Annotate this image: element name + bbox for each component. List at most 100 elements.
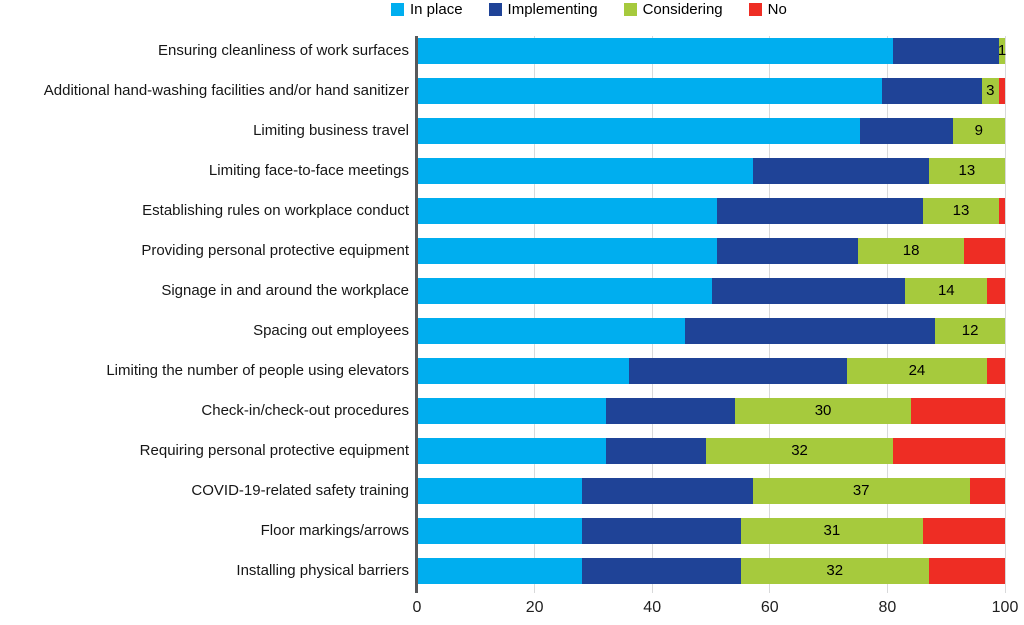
gridline-40 — [651, 36, 653, 593]
chart-row: Floor markings/arrows 31 — [0, 518, 1005, 544]
segment-in-place — [418, 78, 882, 104]
segment-implementing — [582, 558, 741, 584]
segment-considering: 30 — [734, 398, 912, 424]
segment-no — [893, 438, 1006, 464]
gridline-100 — [1004, 36, 1006, 593]
chart-row: Spacing out employees 12 — [0, 318, 1005, 344]
chart-row: Additional hand-washing facilities and/o… — [0, 78, 1006, 104]
stacked-bar: 32 — [418, 438, 1006, 464]
segment-considering: 14 — [905, 278, 988, 304]
segment-no — [922, 518, 1005, 544]
segment-considering: 13 — [928, 158, 1005, 184]
stacked-bar: 1 — [418, 38, 1007, 64]
stacked-bar: 13 — [418, 158, 1005, 184]
segment-in-place — [418, 158, 753, 184]
segment-in-place — [418, 278, 712, 304]
segment-considering: 37 — [752, 478, 970, 504]
stacked-bar: 9 — [418, 118, 1005, 144]
segment-in-place — [418, 38, 894, 64]
segment-in-place — [418, 398, 606, 424]
considering-value-label: 13 — [952, 202, 970, 219]
x-tick-100: 100 — [991, 599, 1019, 616]
segment-implementing — [629, 358, 847, 384]
chart-row: Signage in and around the workplace 14 — [0, 278, 1005, 304]
x-axis-labels: 0 20 40 60 80 100 — [413, 599, 1019, 619]
segment-in-place — [418, 478, 583, 504]
considering-value-label: 30 — [814, 402, 832, 419]
category-label: Additional hand-washing facilities and/o… — [43, 82, 409, 99]
segment-in-place — [418, 358, 630, 384]
segment-no — [987, 358, 1005, 384]
segment-considering: 32 — [740, 558, 929, 584]
segment-no — [999, 198, 1006, 224]
category-label: Ensuring cleanliness of work surfaces — [158, 42, 409, 59]
segment-implementing — [717, 238, 859, 264]
segment-considering: 24 — [846, 358, 988, 384]
gridline-60 — [769, 36, 771, 593]
considering-value-label: 18 — [902, 242, 920, 259]
segment-in-place — [418, 198, 718, 224]
legend-item-implementing: Implementing — [488, 0, 598, 18]
segment-implementing — [893, 38, 1000, 64]
segment-no — [911, 398, 1005, 424]
considering-value-label: 37 — [852, 482, 870, 499]
segment-implementing — [752, 158, 929, 184]
segment-considering: 32 — [705, 438, 894, 464]
gridline-80 — [886, 36, 888, 593]
chart-row: Installing physical barriers 32 — [0, 558, 1005, 584]
legend-label: No — [767, 0, 787, 18]
segment-no — [963, 238, 1005, 264]
segment-considering: 1 — [997, 38, 1007, 64]
stacked-bar: 14 — [418, 278, 1005, 304]
bar-rows: Ensuring cleanliness of work surfaces 1 Ad… — [0, 38, 1007, 584]
segment-in-place — [418, 238, 718, 264]
considering-swatch — [623, 2, 637, 16]
segment-implementing — [605, 398, 735, 424]
category-label: Check-in/check-out procedures — [201, 402, 409, 419]
segment-implementing — [859, 118, 953, 144]
chart-row: COVID-19-related safety training 37 — [0, 478, 1005, 504]
category-label: Installing physical barriers — [236, 562, 409, 579]
category-label: Requiring personal protective equipment — [139, 442, 409, 459]
segment-implementing — [582, 518, 741, 544]
segment-implementing — [605, 438, 706, 464]
segment-no — [999, 78, 1006, 104]
chart-row: Limiting face-to-face meetings 13 — [0, 158, 1005, 184]
legend: In place Implementing Considering No — [391, 0, 787, 18]
stacked-bar: 32 — [418, 558, 1005, 584]
stacked-bar: 13 — [418, 198, 1006, 224]
x-tick-0: 0 — [412, 599, 422, 616]
legend-item-considering: Considering — [623, 0, 723, 18]
legend-item-no: No — [748, 0, 787, 18]
x-tick-20: 20 — [525, 599, 544, 616]
category-label: Limiting face-to-face meetings — [208, 162, 409, 179]
considering-value-label: 13 — [958, 162, 976, 179]
gridline-20 — [534, 36, 536, 593]
considering-value-label: 1 — [997, 42, 1007, 59]
stacked-bar: 18 — [418, 238, 1005, 264]
category-label: Establishing rules on workplace conduct — [142, 202, 409, 219]
legend-label: Considering — [642, 0, 723, 18]
category-label: Limiting business travel — [253, 122, 409, 139]
considering-value-label: 14 — [937, 282, 955, 299]
segment-considering: 31 — [740, 518, 923, 544]
implementing-swatch — [488, 2, 502, 16]
chart-row: Requiring personal protective equipment 3… — [0, 438, 1006, 464]
segment-in-place — [418, 118, 860, 144]
legend-label: Implementing — [507, 0, 598, 18]
considering-value-label: 32 — [826, 562, 844, 579]
segment-implementing — [717, 198, 923, 224]
chart-row: Limiting business travel 9 — [0, 118, 1005, 144]
x-tick-60: 60 — [760, 599, 779, 616]
considering-value-label: 24 — [908, 362, 926, 379]
category-label: Floor markings/arrows — [260, 522, 409, 539]
stacked-bar: 3 — [418, 78, 1006, 104]
considering-value-label: 12 — [961, 322, 979, 339]
category-label: Spacing out employees — [253, 322, 409, 339]
segment-considering: 9 — [952, 118, 1005, 144]
chart-row: Establishing rules on workplace conduct 1… — [0, 198, 1006, 224]
stacked-bar: 12 — [418, 318, 1005, 344]
stacked-bar: 30 — [418, 398, 1005, 424]
category-label: Signage in and around the workplace — [161, 282, 409, 299]
